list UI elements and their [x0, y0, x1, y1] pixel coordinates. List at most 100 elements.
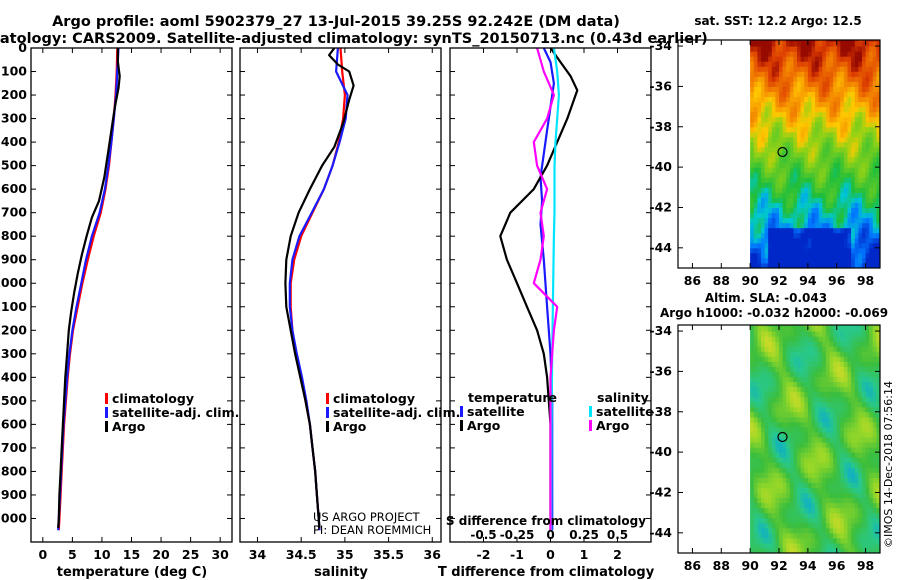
map-cell: [836, 46, 841, 52]
map-cell: [753, 172, 758, 178]
map-cell: [786, 522, 791, 529]
map-cell: [793, 406, 798, 413]
map-cell: [876, 492, 880, 499]
map-cell: [836, 222, 841, 229]
map-cell: [822, 497, 827, 504]
map-cell: [854, 386, 859, 393]
map-cell: [753, 401, 758, 408]
map-cell: [800, 207, 805, 214]
map-cell: [807, 477, 813, 483]
map-cell: [757, 263, 762, 268]
map-cell: [779, 462, 784, 468]
map-cell: [862, 202, 867, 208]
map-cell: [836, 232, 841, 239]
map-cell: [811, 426, 816, 433]
y-tick-label: 1600: [0, 416, 27, 431]
map-cell: [836, 41, 841, 47]
map-cell: [847, 527, 852, 534]
map-cell: [761, 192, 766, 198]
x-tick-label: 30: [211, 547, 229, 562]
map-cell: [811, 532, 816, 539]
map-cell: [757, 462, 762, 468]
map-cell: [818, 242, 823, 249]
map-cell: [782, 162, 787, 168]
map-cell: [793, 141, 798, 148]
map-cell: [768, 472, 773, 478]
map-cell: [847, 66, 852, 72]
map-cell: [797, 356, 802, 362]
map-cell: [757, 46, 762, 52]
map-cell: [782, 502, 787, 509]
map-cell: [862, 522, 867, 529]
map-cell: [757, 336, 762, 342]
map-cell: [789, 537, 794, 544]
map-cell: [854, 91, 859, 98]
map-cell: [786, 51, 791, 57]
map-cell: [865, 177, 870, 183]
map-cell: [797, 252, 802, 259]
map-cell: [854, 197, 859, 203]
map-cell: [847, 111, 852, 118]
map-cell: [768, 242, 773, 249]
map-cell: [782, 351, 787, 357]
map-cell: [800, 482, 805, 488]
map-cell: [854, 263, 859, 268]
map-cell: [786, 46, 791, 52]
map-cell: [872, 146, 877, 153]
map-cell: [807, 157, 813, 163]
map-cell: [836, 172, 841, 178]
map-cell: [843, 447, 849, 453]
map-cell: [775, 217, 780, 224]
map-cell: [786, 477, 791, 483]
y-tick-label: 800: [1, 228, 27, 243]
map-cell: [847, 548, 852, 553]
map-cell: [804, 96, 809, 103]
map-cell: [833, 346, 838, 352]
map-cell: [869, 71, 874, 77]
map-cell: [851, 457, 856, 463]
map-cell: [789, 192, 794, 198]
map-cell: [768, 66, 773, 72]
map-cell: [775, 101, 780, 108]
map-cell: [807, 452, 813, 458]
map-cell: [829, 447, 834, 453]
map-cell: [862, 222, 867, 229]
map-cell: [815, 386, 820, 393]
map-cell: [800, 537, 805, 544]
map-cell: [818, 232, 823, 239]
map-cell: [829, 326, 834, 332]
map-cell: [840, 162, 845, 168]
map-cell: [869, 141, 874, 148]
map-cell: [789, 336, 794, 342]
map-cell: [793, 492, 798, 499]
map-cell: [757, 421, 762, 428]
map-cell: [771, 202, 776, 208]
map-cell: [800, 61, 805, 67]
map-cell: [854, 482, 859, 488]
map-cell: [847, 522, 852, 529]
map-cell: [833, 252, 838, 259]
map-cell: [872, 477, 877, 483]
map-cell: [822, 222, 827, 229]
map-cell: [782, 497, 787, 504]
map-cell: [862, 366, 867, 372]
map-cell: [851, 411, 856, 418]
x-tick-label: 86: [684, 273, 702, 288]
map-cell: [782, 401, 787, 408]
map-cell: [822, 325, 827, 327]
map-cell: [753, 71, 758, 77]
map-cell: [757, 146, 762, 153]
map-cell: [779, 426, 784, 433]
map-cell: [793, 202, 798, 208]
y-tick-label: -36: [649, 363, 672, 378]
map-cell: [851, 212, 856, 219]
map-cell: [761, 366, 766, 372]
map-cell: [804, 152, 809, 158]
map-cell: [775, 396, 780, 403]
map-cell: [858, 257, 863, 264]
map-cell: [815, 66, 820, 72]
map-cell: [869, 56, 874, 62]
map-cell: [876, 431, 880, 438]
map-cell: [797, 40, 802, 42]
map-cell: [858, 477, 863, 483]
